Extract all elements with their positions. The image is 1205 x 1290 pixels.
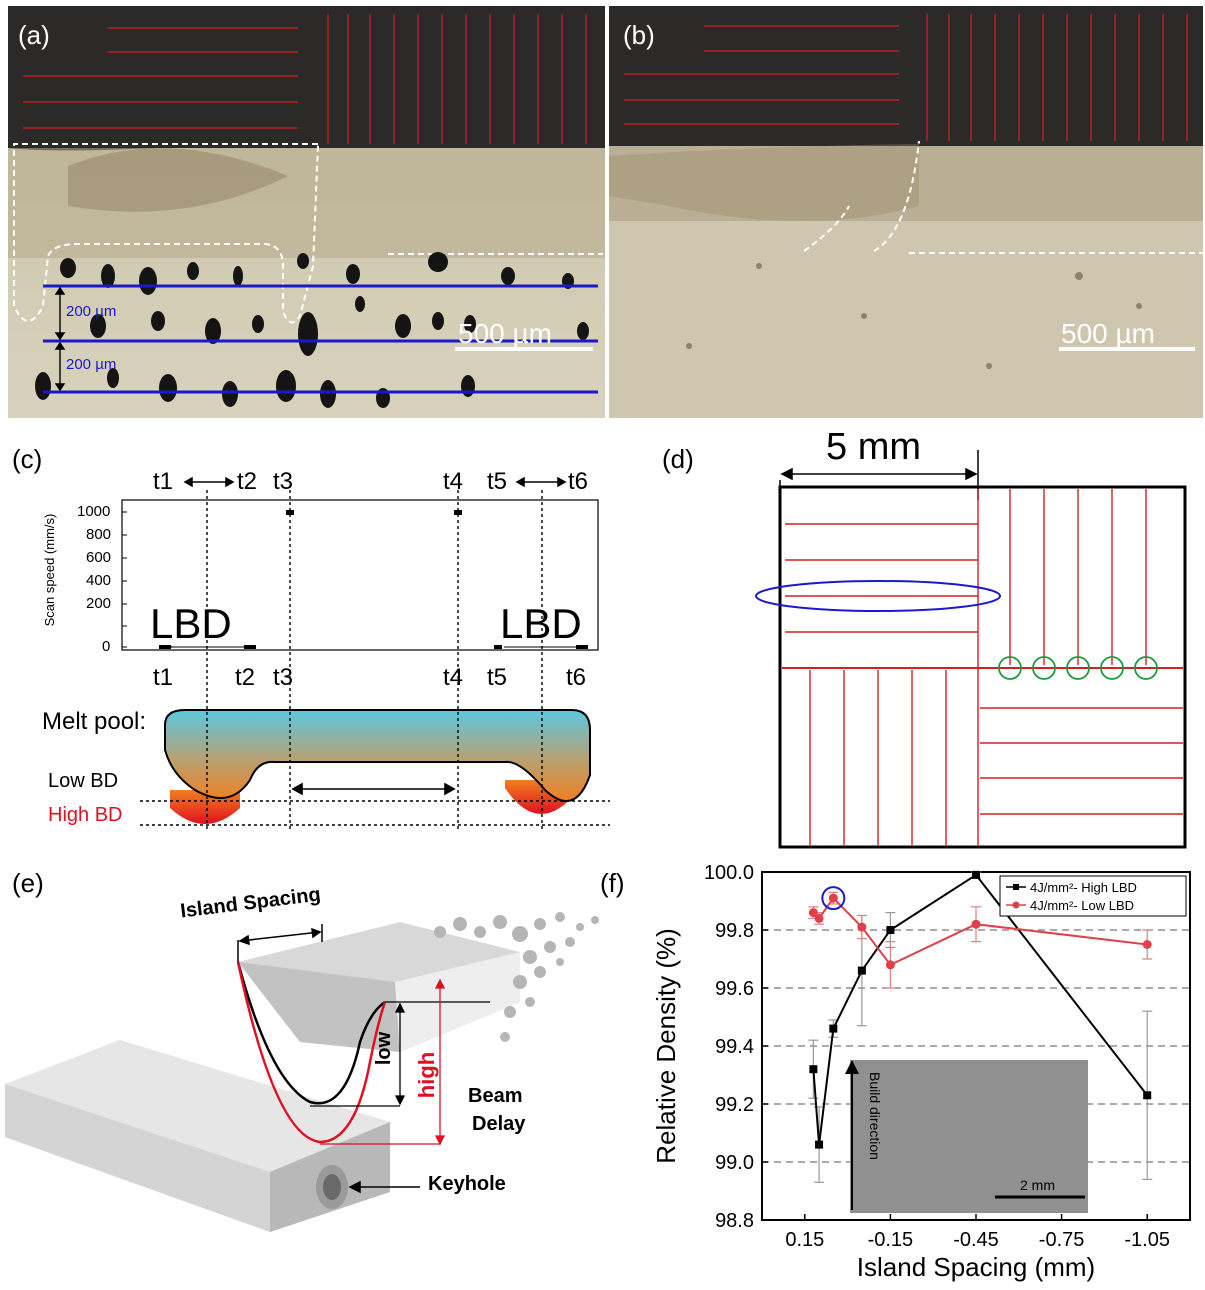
panel-b-label: (b) — [623, 20, 655, 50]
y-tick-400: 400 — [86, 572, 112, 589]
time-label-bottom-t5: t5 — [487, 664, 508, 691]
data-point — [1142, 940, 1152, 949]
time-label-bottom-t6: t6 — [566, 664, 587, 691]
y-axis-label: Scan speed (mm/s) — [42, 513, 57, 627]
inset-image — [850, 1060, 1088, 1213]
legend-label: 4J/mm²- High LBD — [1030, 880, 1137, 895]
data-point — [828, 893, 838, 903]
legend-marker — [1013, 884, 1019, 890]
y-tick-1000: 1000 — [77, 503, 111, 520]
y-tick-label: 99.0 — [715, 1152, 754, 1174]
melt-pool-label: Melt pool: — [42, 708, 147, 735]
micrograph-b — [609, 6, 1203, 418]
panel-a-label: (a) — [18, 20, 50, 50]
data-point — [808, 908, 818, 918]
y-tick-600: 600 — [86, 549, 112, 566]
high-label: high — [414, 1051, 440, 1099]
x-tick-label: 0.15 — [785, 1229, 824, 1251]
dimension-label-1: 200 µm — [66, 303, 117, 320]
data-point — [971, 919, 981, 929]
scale-bar-label: 500 µm — [458, 318, 552, 349]
time-label-bottom-t3: t3 — [273, 664, 294, 691]
dimension-5mm: 5 mm — [826, 426, 921, 468]
time-label-top-t6: t6 — [568, 468, 589, 495]
y-tick-label: 100.0 — [704, 862, 754, 884]
time-label-top-t1: t1 — [153, 468, 174, 495]
inset-arrow-label: Build direction — [867, 1072, 883, 1160]
y-tick-200: 200 — [86, 595, 112, 612]
time-label-top-t2: t2 — [237, 468, 258, 495]
x-tick-label: -1.05 — [1124, 1229, 1170, 1251]
arrow-head-icon — [845, 1060, 859, 1074]
panel-f-label: (f) — [600, 868, 625, 898]
y-tick-label: 99.2 — [715, 1094, 754, 1116]
data-point — [886, 926, 895, 934]
micrograph-a — [8, 6, 605, 418]
legend-label: 4J/mm²- Low LBD — [1030, 898, 1134, 913]
lbd-label-right: LBD — [500, 600, 582, 647]
y-tick-800: 800 — [86, 526, 112, 543]
y-tick-label: 99.8 — [715, 920, 754, 942]
time-label-top-t5: t5 — [487, 468, 508, 495]
panel-f: Build direction 2 mm 98.8 99.0 99.2 99.4 99.6 9… — [600, 862, 1205, 1285]
low-label: low — [373, 1031, 396, 1066]
time-label-top-t4: t4 — [443, 468, 464, 495]
data-point — [829, 1024, 838, 1033]
scan-strategy-diagram — [755, 450, 1187, 849]
x-tick-label: -0.15 — [868, 1229, 914, 1251]
high-bd-label: High BD — [48, 804, 123, 826]
low-bd-label: Low BD — [48, 770, 119, 792]
time-label-top-t3: t3 — [273, 468, 294, 495]
relative-density-chart: Build direction 2 mm 98.8 99.0 99.2 99.4 99.6 9… — [651, 862, 1191, 1282]
panel-a: (a) 200 µm 200 µm 500 µm — [8, 6, 605, 418]
data-point — [1143, 1091, 1152, 1100]
y-tick-label: 99.4 — [715, 1036, 754, 1058]
y-tick-0: 0 — [102, 638, 111, 655]
keyhole-illustration — [5, 912, 599, 1232]
data-point — [809, 1065, 818, 1074]
data-point — [857, 922, 867, 932]
dimension-label-2: 200 µm — [66, 356, 117, 373]
panel-e: (e) Island Spacing low high Beam Delay K… — [0, 862, 620, 1285]
panel-d: (d) 5 mm — [640, 426, 1205, 855]
panel-e-label: (e) — [12, 868, 44, 898]
x-axis-label: Island Spacing (mm) — [857, 1252, 1095, 1282]
inset-scale-label: 2 mm — [1020, 1177, 1055, 1193]
data-point — [972, 870, 980, 879]
legend-box — [999, 875, 1187, 917]
keyhole-label: Keyhole — [428, 1173, 506, 1195]
inset-shading — [850, 1060, 1088, 1213]
panel-d-label: (d) — [662, 444, 694, 474]
data-point — [815, 1140, 824, 1149]
y-tick-label: 98.8 — [715, 1210, 754, 1232]
data-point — [885, 960, 895, 970]
x-tick-label: -0.45 — [953, 1229, 999, 1251]
delay-label: Delay — [472, 1113, 526, 1135]
y-axis-label: Relative Density (%) — [651, 928, 681, 1164]
beam-label: Beam — [468, 1085, 523, 1107]
panel-c: (c) t1 t2 t3 t4 t5 t6 Scan speed (mm/s) … — [0, 440, 620, 840]
y-tick-label: 99.6 — [715, 978, 754, 1000]
x-tick-label: -0.75 — [1039, 1229, 1085, 1251]
lbd-label-left: LBD — [150, 600, 232, 647]
panel-c-label: (c) — [12, 444, 43, 474]
data-point — [814, 913, 824, 923]
highlight-circle — [821, 886, 846, 911]
time-label-bottom-t4: t4 — [443, 664, 464, 691]
panel-b: (b) 500 µm — [609, 6, 1203, 418]
data-point — [857, 966, 866, 975]
legend-marker — [1012, 901, 1020, 909]
time-label-bottom-t2: t2 — [235, 664, 256, 691]
scale-bar-label: 500 µm — [1061, 318, 1155, 349]
scan-speed-diagram — [121, 476, 610, 830]
time-label-bottom-t1: t1 — [153, 664, 174, 691]
